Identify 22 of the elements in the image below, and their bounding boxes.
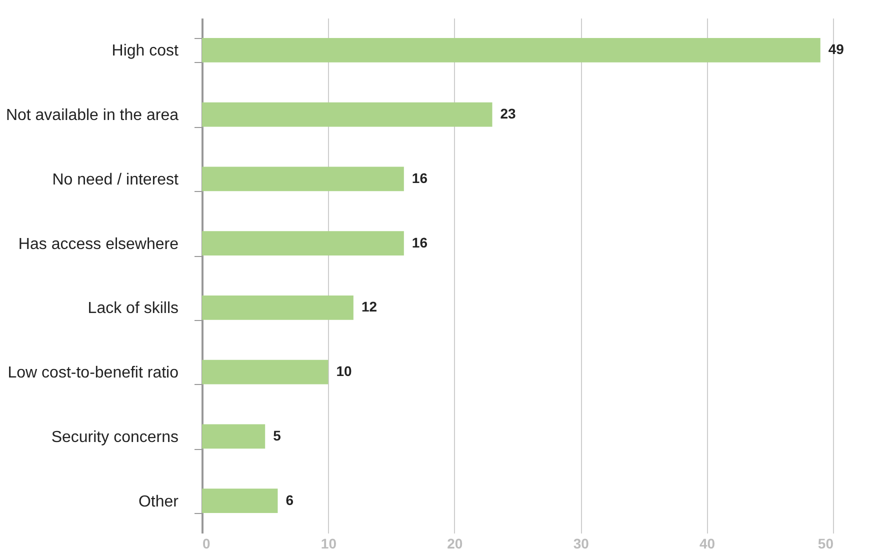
data-label: 49 [828,41,844,58]
data-label: 12 [361,298,378,315]
data-label: 16 [412,234,428,250]
y-tick-label: No need / interest [52,171,180,188]
y-tick-label: Low cost-to-benefit ratio [8,364,179,382]
x-tick-label: 40 [700,536,716,552]
x-tick-label: 10 [320,536,337,552]
y-tick-label: Lack of skills [88,300,178,318]
x-tick-label: 20 [447,536,463,552]
data-label: 23 [500,106,516,122]
y-tick-label: Not available in the area [6,107,179,124]
y-tick-label: High cost [112,42,180,60]
x-tick-label: 50 [818,536,834,552]
data-label: 10 [336,363,352,380]
data-label: 6 [286,492,294,508]
x-tick-label: 0 [202,536,210,552]
y-tick-label: Has access elsewhere [18,236,179,253]
y-tick-label: Security concerns [51,428,178,446]
data-label: 16 [412,170,428,186]
data-label: 5 [273,427,282,444]
x-tick-label: 30 [573,536,590,552]
y-tick-label: Other [138,493,180,510]
